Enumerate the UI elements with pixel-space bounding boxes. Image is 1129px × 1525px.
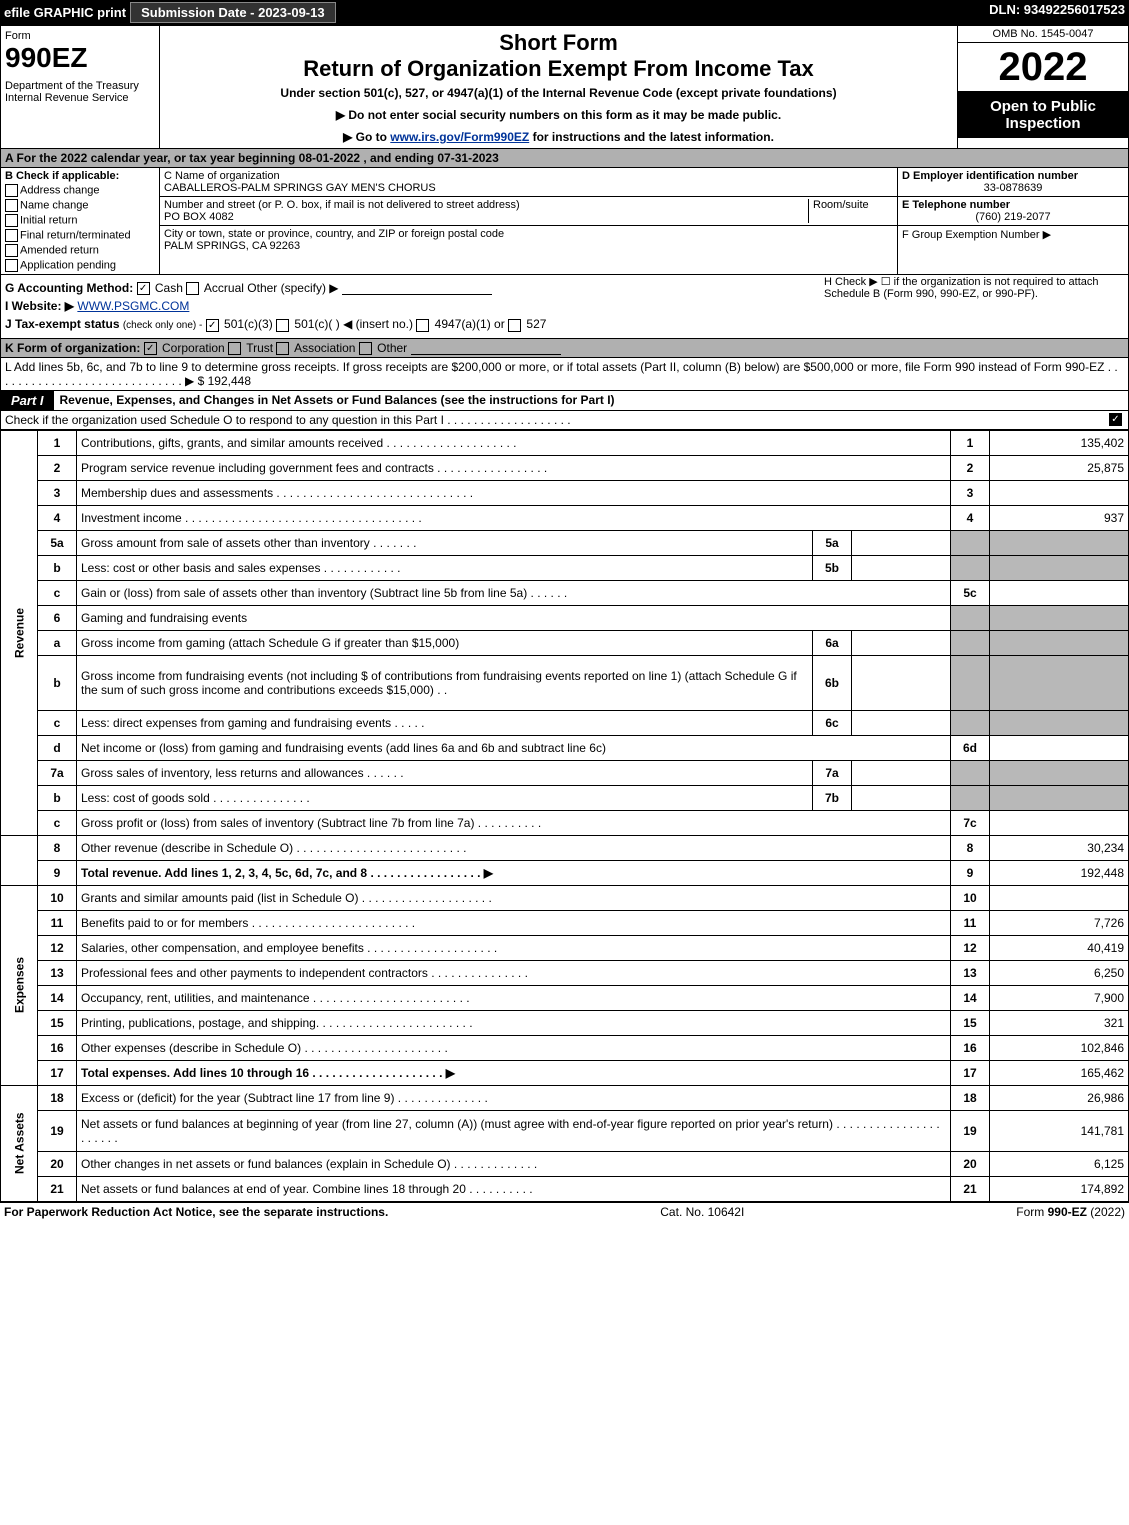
l-text: L Add lines 5b, 6c, and 7b to line 9 to … (5, 360, 1118, 388)
check-other-org[interactable] (359, 342, 372, 355)
form-label: Form (5, 30, 155, 42)
other-org-blank[interactable] (411, 342, 561, 355)
check-527[interactable] (508, 319, 521, 332)
short-form-title: Short Form (164, 30, 953, 56)
k-label: K Form of organization: (5, 341, 140, 355)
column-b-checkboxes: B Check if applicable: Address change Na… (1, 168, 160, 274)
part-1-subline: Check if the organization used Schedule … (5, 413, 571, 427)
check-501c[interactable] (276, 319, 289, 332)
l-value: 192,448 (208, 374, 251, 388)
part-1-label: Part I (1, 391, 54, 410)
h-check-text: H Check ▶ ☐ if the organization is not r… (824, 275, 1124, 300)
subtitle: Under section 501(c), 527, or 4947(a)(1)… (164, 86, 953, 100)
check-501c3[interactable]: ✓ (206, 319, 219, 332)
footer-left: For Paperwork Reduction Act Notice, see … (4, 1205, 388, 1219)
instr-1: ▶ Do not enter social security numbers o… (164, 108, 953, 122)
check-amended-return[interactable]: Amended return (5, 244, 155, 257)
expenses-vertical-label: Expenses (1, 885, 38, 1085)
check-trust[interactable] (228, 342, 241, 355)
return-title: Return of Organization Exempt From Incom… (164, 56, 953, 82)
check-assoc[interactable] (276, 342, 289, 355)
other-specify-blank[interactable] (342, 282, 492, 295)
row-a-tax-year: A For the 2022 calendar year, or tax yea… (0, 149, 1129, 168)
city-val: PALM SPRINGS, CA 92263 (164, 240, 300, 252)
efile-label: efile GRAPHIC print (4, 5, 126, 20)
check-address-change[interactable]: Address change (5, 184, 155, 197)
check-initial-return[interactable]: Initial return (5, 214, 155, 227)
website-link[interactable]: WWW.PSGMC.COM (77, 299, 189, 313)
e-label: E Telephone number (902, 199, 1010, 211)
j-label: J Tax-exempt status (5, 317, 120, 331)
check-corp[interactable]: ✓ (144, 342, 157, 355)
omb-number: OMB No. 1545-0047 (958, 26, 1128, 43)
org-name: CABALLEROS-PALM SPRINGS GAY MEN'S CHORUS (164, 182, 436, 194)
tax-year: 2022 (958, 43, 1128, 92)
dept-label: Department of the Treasury Internal Reve… (5, 80, 155, 104)
d-label: D Employer identification number (902, 170, 1078, 182)
g-label: G Accounting Method: (5, 281, 133, 295)
check-cash[interactable]: ✓ (137, 282, 150, 295)
check-app-pending[interactable]: Application pending (5, 259, 155, 272)
open-public-badge: Open to Public Inspection (958, 92, 1128, 138)
f-label: F Group Exemption Number ▶ (902, 229, 1051, 241)
dln-label: DLN: 93492256017523 (989, 2, 1125, 23)
ein-value: 33-0878639 (902, 182, 1124, 194)
room-label: Room/suite (813, 199, 869, 211)
instr-2: ▶ Go to www.irs.gov/Form990EZ for instru… (164, 130, 953, 144)
c-name-label: C Name of organization (164, 170, 280, 182)
check-schedule-o[interactable]: ✓ (1109, 413, 1122, 426)
netassets-vertical-label: Net Assets (1, 1085, 38, 1201)
form-number: 990EZ (5, 42, 155, 74)
revenue-expense-table: Revenue 1 Contributions, gifts, grants, … (0, 430, 1129, 1202)
street-label: Number and street (or P. O. box, if mail… (164, 199, 520, 211)
phone-value: (760) 219-2077 (902, 211, 1124, 223)
submission-date-box: Submission Date - 2023-09-13 (130, 2, 336, 23)
check-name-change[interactable]: Name change (5, 199, 155, 212)
check-4947[interactable] (416, 319, 429, 332)
city-label: City or town, state or province, country… (164, 228, 504, 240)
check-final-return[interactable]: Final return/terminated (5, 229, 155, 242)
check-accrual[interactable] (186, 282, 199, 295)
irs-link[interactable]: www.irs.gov/Form990EZ (390, 130, 529, 144)
part-1-title: Revenue, Expenses, and Changes in Net As… (54, 391, 621, 409)
i-label: I Website: ▶ (5, 299, 74, 313)
footer-catno: Cat. No. 10642I (660, 1205, 744, 1219)
street-val: PO BOX 4082 (164, 211, 234, 223)
revenue-vertical-label: Revenue (1, 430, 38, 835)
footer-form: Form 990-EZ (2022) (1016, 1205, 1125, 1219)
